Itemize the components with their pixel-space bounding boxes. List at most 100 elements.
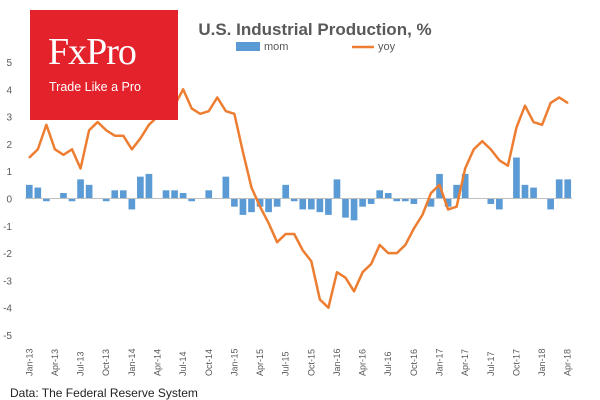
yoy-point (216, 96, 219, 99)
yoy-point (88, 129, 90, 132)
mom-bar (513, 157, 520, 199)
mom-bar (521, 184, 529, 199)
yoy-point (301, 249, 304, 252)
yoy-point (233, 113, 236, 115)
mom-bar (564, 179, 572, 199)
yoy-point (395, 252, 398, 254)
x-tick-label: Jul-16 (383, 351, 393, 376)
mom-bar (453, 184, 460, 199)
yoy-point (532, 121, 535, 123)
yoy-point (319, 298, 321, 301)
x-tick-label: Oct-13 (101, 349, 111, 376)
legend: mom yoy (236, 41, 396, 53)
x-tick-label: Oct-14 (204, 349, 214, 376)
legend-mom-label: mom (264, 41, 288, 53)
yoy-point (438, 184, 441, 186)
x-tick-label: Oct-17 (511, 349, 521, 376)
mom-bar (384, 193, 392, 199)
mom-bar (111, 190, 119, 199)
yoy-point (79, 167, 82, 170)
yoy-point (96, 121, 99, 123)
yoy-point (378, 244, 381, 246)
yoy-point (267, 222, 270, 224)
legend-mom-swatch (236, 42, 260, 51)
yoy-point (293, 233, 296, 235)
y-tick-label: -5 (3, 331, 12, 342)
mom-bar (119, 190, 127, 199)
mom-bar (188, 198, 195, 202)
y-tick-label: -1 (3, 222, 12, 233)
mom-bar (350, 198, 358, 221)
x-tick-label: Oct-15 (306, 349, 316, 376)
x-tick-label: Apr-18 (563, 349, 573, 376)
yoy-line (28, 88, 569, 309)
yoy-point (353, 290, 355, 293)
mom-bar (162, 190, 170, 199)
mom-bar (307, 198, 315, 210)
mom-bar (171, 190, 178, 199)
yoy-point (447, 208, 449, 211)
yoy-point (105, 129, 107, 132)
x-tick-label: Apr-13 (50, 349, 60, 376)
yoy-point (387, 252, 390, 254)
yoy-point (37, 148, 39, 151)
mom-bar (316, 198, 324, 213)
legend-yoy-label: yoy (378, 41, 396, 53)
y-tick-label: -2 (3, 249, 12, 260)
mom-bar (222, 176, 230, 199)
yoy-point (225, 110, 227, 112)
yoy-point (421, 214, 424, 216)
yoy-point (327, 306, 330, 309)
chart-title: U.S. Industrial Production, % (198, 20, 431, 39)
mom-bar (43, 198, 50, 202)
mom-bar (555, 179, 563, 199)
x-tick-label: Jan-14 (127, 348, 137, 376)
mom-bar (547, 198, 554, 210)
y-tick-label: 0 (6, 195, 12, 206)
y-tick-label: -4 (3, 304, 12, 315)
x-tick-label: Jul-15 (281, 351, 291, 376)
mom-bar (325, 198, 332, 215)
yoy-point (54, 148, 56, 151)
mom-bar (290, 198, 298, 202)
mom-bar (231, 198, 238, 207)
mom-bar (393, 198, 401, 202)
mom-bar (376, 190, 384, 199)
y-tick-label: 1 (6, 167, 12, 178)
mom-bars (25, 157, 572, 221)
mom-bar (60, 193, 67, 199)
y-tick-label: 5 (6, 58, 12, 69)
yoy-point (515, 126, 518, 129)
mom-bar (68, 198, 76, 202)
x-tick-label: Oct-16 (409, 349, 419, 376)
yoy-point (190, 107, 193, 110)
mom-bar (128, 198, 136, 210)
x-tick-label: Apr-17 (460, 349, 470, 376)
yoy-point (336, 271, 338, 274)
yoy-point (370, 263, 372, 265)
mom-bar (496, 198, 503, 210)
yoy-point (344, 276, 347, 279)
yoy-point (455, 205, 458, 208)
yoy-point (566, 102, 569, 104)
mom-bar (461, 173, 469, 199)
yoy-point (113, 134, 116, 137)
mom-bar (299, 198, 307, 210)
yoy-point (472, 148, 475, 151)
mom-bar (102, 198, 110, 202)
yoy-point (276, 241, 278, 243)
mom-bar (85, 184, 93, 199)
yoy-point (507, 164, 509, 167)
x-tick-label: Jan-18 (537, 348, 547, 376)
yoy-point (182, 88, 184, 91)
mom-bar (359, 198, 366, 207)
x-tick-label: Jul-14 (178, 351, 188, 376)
mom-bar (487, 198, 495, 204)
mom-bar (34, 187, 42, 199)
mom-bar (444, 198, 452, 207)
x-tick-label: Apr-16 (358, 349, 368, 376)
x-axis-ticks: Jan-13 Apr-13 Jul-13 Oct-13 Jan-14 Apr-14 Jul-… (24, 348, 572, 376)
yoy-point (430, 192, 432, 194)
yoy-point (148, 123, 150, 126)
